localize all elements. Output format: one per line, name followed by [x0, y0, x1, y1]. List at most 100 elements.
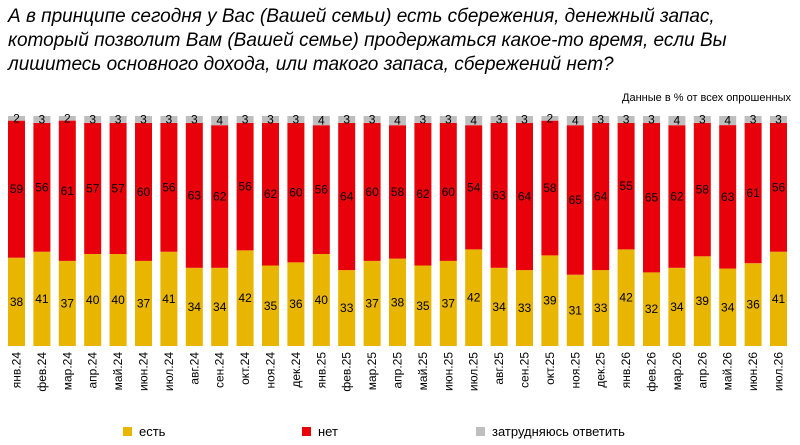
bar-hard-20 — [516, 116, 533, 123]
data-label-hard-10: 3 — [267, 112, 274, 126]
data-label-yes-24: 42 — [619, 291, 633, 305]
data-label-no-5: 60 — [137, 185, 151, 199]
bar-hard-2 — [58, 116, 76, 121]
bar-hard-0 — [8, 116, 25, 121]
legend-swatch-yes — [123, 427, 132, 436]
chart-title-line-1: А в принципе сегодня у Вас (Вашей семьи)… — [7, 6, 715, 27]
data-label-hard-30: 3 — [775, 112, 782, 126]
bar-yes-15 — [389, 258, 406, 346]
bar-hard-19 — [490, 116, 508, 123]
bar-yes-19 — [490, 267, 508, 346]
bar-hard-29 — [744, 116, 762, 123]
bar-no-21 — [541, 120, 559, 256]
data-label-yes-9: 42 — [238, 291, 252, 305]
data-label-hard-6: 3 — [166, 112, 173, 126]
data-label-hard-16: 3 — [420, 112, 427, 126]
chart-subtitle: Данные в % от всех опрошенных — [622, 92, 791, 104]
bar-no-28 — [719, 125, 737, 269]
data-label-hard-2: 2 — [64, 111, 71, 125]
x-tick-label: янв.26 — [619, 352, 633, 389]
x-tick-label: ноя.25 — [568, 352, 582, 389]
data-label-no-18: 54 — [467, 180, 481, 194]
data-label-no-17: 60 — [442, 185, 456, 199]
bar-hard-3 — [84, 116, 102, 123]
data-label-yes-2: 37 — [61, 296, 75, 310]
x-tick-label: ноя.24 — [264, 352, 278, 389]
data-label-hard-20: 3 — [521, 112, 528, 126]
bar-yes-16 — [414, 265, 432, 346]
x-tick-label: май.26 — [721, 352, 735, 391]
data-label-hard-8: 4 — [216, 114, 223, 128]
data-label-no-8: 62 — [213, 190, 227, 204]
bar-yes-24 — [617, 249, 635, 346]
data-label-hard-3: 3 — [89, 112, 96, 126]
bar-no-4 — [109, 122, 127, 255]
bar-hard-4 — [109, 116, 127, 123]
data-label-hard-14: 3 — [369, 112, 376, 126]
data-label-no-22: 65 — [569, 193, 583, 207]
bar-hard-12 — [312, 116, 330, 126]
bar-yes-30 — [770, 251, 787, 346]
data-label-no-10: 62 — [264, 187, 278, 201]
bar-no-24 — [617, 122, 635, 250]
x-tick-label: июл.26 — [772, 352, 786, 391]
data-label-no-16: 62 — [416, 187, 430, 201]
bar-no-22 — [566, 125, 584, 275]
bar-yes-27 — [693, 256, 711, 346]
legend-swatch-hard — [476, 427, 485, 436]
data-label-yes-23: 33 — [594, 301, 608, 315]
x-tick-label: мар.25 — [365, 352, 379, 391]
bar-hard-27 — [693, 116, 711, 123]
bar-yes-5 — [135, 260, 152, 346]
bar-yes-14 — [363, 260, 381, 346]
x-tick-label: сен.24 — [213, 352, 227, 388]
data-label-hard-28: 4 — [724, 114, 731, 128]
bar-yes-22 — [566, 274, 584, 346]
bar-yes-2 — [58, 260, 76, 346]
bar-yes-21 — [541, 255, 559, 346]
x-tick-label: янв.24 — [10, 352, 24, 389]
bar-no-26 — [668, 125, 686, 268]
data-label-no-13: 64 — [340, 190, 354, 204]
bar-hard-8 — [211, 116, 229, 126]
data-label-no-7: 63 — [188, 188, 202, 202]
x-tick-label: июн.25 — [441, 352, 455, 391]
data-label-hard-18: 4 — [470, 114, 477, 128]
bar-yes-7 — [185, 267, 203, 346]
data-label-no-11: 60 — [289, 186, 303, 200]
bar-hard-28 — [719, 116, 737, 126]
bar-no-3 — [84, 122, 102, 255]
legend: есть нет затрудняюсь ответить — [123, 424, 625, 439]
data-label-hard-7: 3 — [191, 112, 198, 126]
bar-no-17 — [439, 122, 457, 261]
bar-no-19 — [490, 122, 508, 268]
data-label-yes-26: 34 — [670, 300, 684, 314]
bar-yes-18 — [465, 249, 483, 346]
data-label-yes-12: 40 — [315, 293, 329, 307]
bar-no-6 — [160, 122, 178, 252]
legend-swatch-no — [302, 427, 311, 436]
bar-hard-18 — [465, 116, 483, 126]
data-label-yes-5: 37 — [137, 296, 151, 310]
x-tick-label: окт.25 — [543, 352, 557, 385]
data-label-no-20: 64 — [518, 190, 532, 204]
data-label-hard-1: 3 — [39, 112, 46, 126]
x-tick-label: июн.26 — [746, 352, 760, 391]
bar-hard-21 — [541, 116, 559, 121]
bar-no-27 — [693, 122, 711, 257]
bar-no-30 — [770, 122, 787, 252]
chart-title-line-3: лишитесь основного дохода, или такого за… — [7, 54, 614, 75]
data-label-yes-14: 37 — [365, 296, 379, 310]
data-label-hard-12: 4 — [318, 114, 325, 128]
bar-yes-23 — [592, 270, 610, 346]
data-label-no-19: 63 — [492, 188, 506, 202]
data-label-hard-27: 3 — [699, 112, 706, 126]
data-label-no-3: 57 — [86, 181, 100, 195]
data-label-no-21: 58 — [543, 181, 557, 195]
bar-yes-20 — [516, 270, 533, 346]
data-label-no-30: 56 — [772, 180, 786, 194]
data-label-hard-23: 3 — [597, 112, 604, 126]
data-label-yes-4: 40 — [111, 293, 125, 307]
data-label-yes-1: 41 — [35, 292, 49, 306]
bar-yes-6 — [160, 251, 178, 346]
